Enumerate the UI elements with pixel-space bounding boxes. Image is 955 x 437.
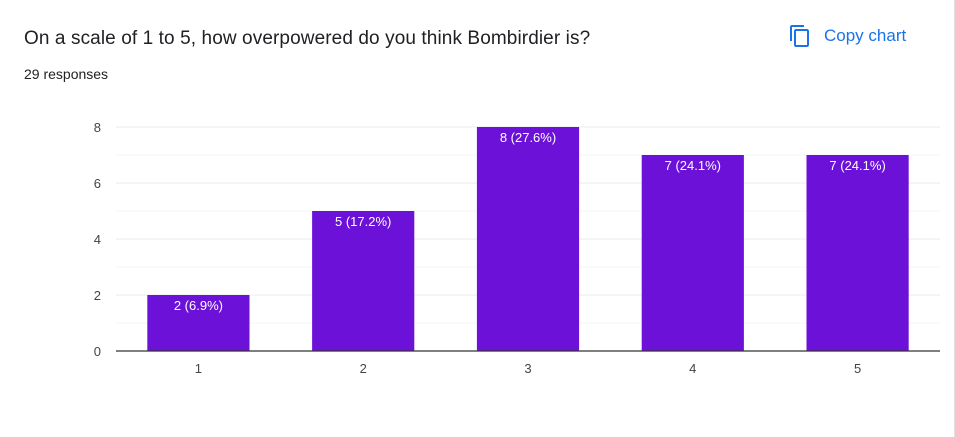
- x-tick-label: 4: [689, 361, 696, 376]
- data-label: 8 (27.6%): [500, 130, 556, 145]
- y-tick-label: 0: [94, 344, 101, 359]
- y-tick-label: 4: [94, 232, 101, 247]
- response-count: 29 responses: [24, 66, 109, 82]
- data-label: 7 (24.1%): [829, 158, 885, 173]
- question-title: On a scale of 1 to 5, how overpowered do…: [24, 28, 591, 49]
- bar: [641, 155, 744, 351]
- x-tick-label: 2: [360, 361, 367, 376]
- copy-chart-label: Copy chart: [824, 26, 907, 45]
- y-tick-label: 6: [94, 176, 101, 191]
- data-label: 7 (24.1%): [665, 158, 721, 173]
- x-tick-label: 3: [524, 361, 531, 376]
- copy-icon: [788, 24, 812, 48]
- y-tick-label: 2: [94, 288, 101, 303]
- bar: [147, 295, 250, 351]
- bar: [476, 127, 580, 351]
- data-label: 2 (6.9%): [174, 298, 223, 313]
- data-label: 5 (17.2%): [335, 214, 391, 229]
- copy-chart-button[interactable]: Copy chart: [780, 16, 938, 56]
- bar: [806, 155, 909, 351]
- bar: [312, 211, 415, 351]
- x-tick-label: 5: [854, 361, 861, 376]
- y-tick-label: 8: [94, 120, 101, 135]
- x-tick-label: 1: [195, 361, 202, 376]
